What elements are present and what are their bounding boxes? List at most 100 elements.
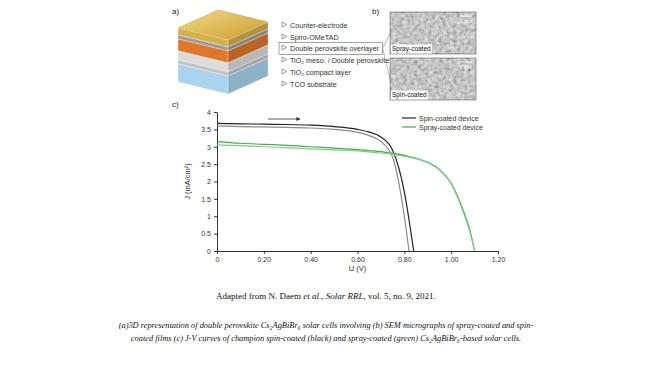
label-background <box>391 45 432 54</box>
stack-layer-side <box>228 58 268 94</box>
series-line <box>217 126 409 251</box>
y-tick-mark <box>214 251 217 252</box>
x-tick-mark <box>264 251 265 254</box>
x-tick-label: 1.00 <box>445 256 459 263</box>
legend-label: Spray-coated device <box>419 124 483 132</box>
y-axis-title: J (mA/cm²) <box>183 163 192 200</box>
background <box>0 0 652 366</box>
y-tick-mark <box>214 234 217 235</box>
y-tick-label: 0 <box>207 248 211 255</box>
y-tick: 0.5 <box>201 230 217 237</box>
y-tick-mark <box>214 129 217 130</box>
citation-part: Solar RRL <box>326 291 364 301</box>
caption-line: coated films (c) J-V curves of champion … <box>131 334 521 343</box>
y-tick-mark <box>214 147 217 148</box>
y-tick-label: 1.5 <box>201 196 211 203</box>
image-label: Spin-coated <box>392 91 427 99</box>
legend-swatch <box>402 117 416 118</box>
y-axis: 0 0.5 1 1.5 2 2.5 3 3.5 4 <box>201 109 217 255</box>
x-tick-label: 0.80 <box>398 256 412 263</box>
y-tick-mark <box>214 112 217 113</box>
x-axis-title: U (V) <box>349 264 367 273</box>
citation-part: et al. <box>303 291 321 301</box>
x-tick-label: 0.40 <box>304 256 318 263</box>
sem-image <box>390 58 476 100</box>
y-tick: 0 <box>207 248 217 255</box>
y-tick-label: 0.5 <box>201 230 211 237</box>
y-tick-label: 3 <box>207 143 211 150</box>
bullet-icon <box>282 22 287 27</box>
bullet-icon <box>282 81 287 86</box>
y-tick-mark <box>214 199 217 200</box>
y-tick-mark <box>214 164 217 165</box>
y-tick: 2.5 <box>201 161 217 168</box>
y-tick-mark <box>214 182 217 183</box>
label-background <box>391 91 428 100</box>
series-line <box>217 145 475 251</box>
bullet-icon <box>282 45 287 50</box>
x-tick-mark <box>311 251 312 254</box>
x-tick-label: 0.60 <box>351 256 365 263</box>
panel-b: b) Spray-coated 1 µm Spin-coated 1 µm <box>372 7 476 100</box>
x-tick-mark <box>451 251 452 254</box>
layer-label: Spiro-OMeTAD <box>290 33 339 42</box>
figure: a)Counter-electrodeSpiro-OMeTADDouble pe… <box>0 0 652 366</box>
plot-area <box>217 123 475 251</box>
x-tick-mark <box>358 251 359 254</box>
x-tick: 0.20 <box>258 251 272 263</box>
x-tick: 1.20 <box>492 251 506 263</box>
legend-label: Spin-coated device <box>419 115 479 123</box>
scale-bar <box>460 62 472 63</box>
panel-c: c)00.200.400.600.801.001.2000.511.522.53… <box>172 100 505 273</box>
y-tick: 2 <box>207 178 217 185</box>
x-tick: 1.00 <box>445 251 459 263</box>
x-axis: 0 0.20 0.40 0.60 0.80 1.00 1.20 <box>216 251 506 263</box>
scale-label: 1 µm <box>460 18 473 24</box>
layer-label: Counter-electrode <box>290 21 348 30</box>
series-line <box>217 142 475 251</box>
x-tick: 0.40 <box>304 251 318 263</box>
y-tick-label: 4 <box>207 109 211 116</box>
y-axis-line <box>217 113 218 252</box>
panel-a: a)Counter-electrodeSpiro-OMeTADDouble pe… <box>172 7 389 94</box>
sem-frame <box>390 12 476 54</box>
y-tick-mark <box>214 216 217 217</box>
sem-frame <box>390 58 476 100</box>
legend: Spin-coated deviceSpray-coated device <box>402 115 483 132</box>
leader-line <box>383 49 390 80</box>
x-tick-mark <box>404 251 405 254</box>
bullet-icon <box>282 34 287 39</box>
bullet-icon <box>282 57 287 62</box>
y-tick: 1 <box>207 213 217 220</box>
y-tick: 1.5 <box>201 196 217 203</box>
stack-layer-front <box>178 64 228 94</box>
layer-label: Double perovskite overlayer <box>290 44 380 53</box>
y-tick-label: 2 <box>207 178 211 185</box>
y-tick-label: 2.5 <box>201 161 211 168</box>
panel-label: b) <box>372 7 379 16</box>
y-tick: 3.5 <box>201 126 217 133</box>
citation-part: , vol. 5, no. 9, 2021. <box>364 291 436 301</box>
x-tick: 0 <box>216 251 220 263</box>
scale-label: 1 µm <box>460 64 473 70</box>
y-tick: 3 <box>207 143 217 150</box>
layer-label: TCO substrate <box>290 80 337 89</box>
y-tick: 4 <box>207 109 217 116</box>
scan-arrow <box>268 119 300 120</box>
sem-image <box>390 12 476 54</box>
citation-part: Adapted from N. Daem <box>216 291 303 301</box>
series-line <box>217 123 414 251</box>
y-tick-label: 1 <box>207 213 211 220</box>
image-label: Spray-coated <box>392 45 431 53</box>
layer-label: TiO₂ compact layer <box>290 68 351 77</box>
highlight-box <box>279 43 383 55</box>
x-tick-label: 0.20 <box>258 256 272 263</box>
citation: Adapted from N. Daem et al., Solar RRL, … <box>216 291 436 301</box>
scale-bar <box>460 16 472 17</box>
x-tick-label: 0 <box>216 256 220 263</box>
bullet-icon <box>282 69 287 74</box>
x-tick-label: 1.20 <box>492 256 506 263</box>
x-tick-mark <box>498 251 499 254</box>
legend-swatch <box>402 126 416 127</box>
y-tick-label: 3.5 <box>201 126 211 133</box>
